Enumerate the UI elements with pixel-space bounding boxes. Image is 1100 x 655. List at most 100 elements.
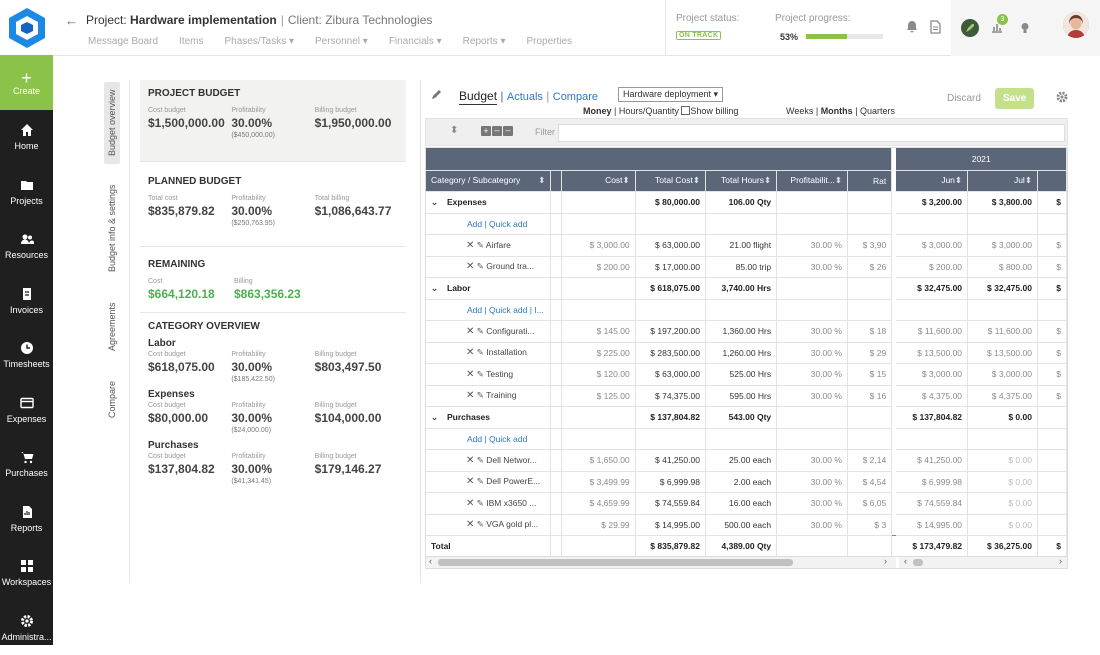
table-cell[interactable]: 1,260.00 Hrs — [705, 342, 776, 364]
table-cell[interactable]: $ 197,200.00 — [635, 321, 705, 343]
item-cell[interactable]: ✕ ✎ VGA gold pl... — [426, 514, 551, 536]
table-cell[interactable]: $ 26 — [847, 256, 891, 278]
horizontal-scrollbar[interactable]: ‹ › ‹ › — [425, 556, 1068, 569]
vtab-budget-overview[interactable]: Budget overview — [104, 82, 120, 164]
tab-budget[interactable]: Budget — [459, 89, 497, 105]
table-cell[interactable]: 30.00 % — [777, 256, 848, 278]
col-header[interactable]: Total Cost ⬍ — [635, 170, 705, 192]
pencil-icon[interactable]: ✎ — [477, 347, 484, 357]
mode-hours-quantity[interactable]: Hours/Quantity — [619, 106, 679, 116]
table-cell[interactable]: $ 63,000.00 — [635, 364, 705, 386]
table-cell[interactable]: 543.00 Qty — [705, 407, 776, 429]
avatar[interactable] — [1063, 12, 1089, 38]
table-cell[interactable]: $ 63,000.00 — [635, 235, 705, 257]
vtab-budget-info-settings[interactable]: Budget info & settings — [104, 178, 120, 278]
col-header-category[interactable]: Category / Subcategory⬍ — [426, 170, 551, 192]
sort-icon[interactable]: ⬍ — [955, 175, 962, 186]
table-cell[interactable]: 85.00 trip — [705, 256, 776, 278]
table-cell[interactable]: $ 3,800.00 — [968, 192, 1038, 214]
close-icon[interactable]: ✕ — [466, 519, 474, 530]
table-cell[interactable]: $ 225.00 — [562, 342, 635, 364]
table-cell[interactable]: 30.00 % — [777, 471, 848, 493]
phase-select[interactable]: Hardware deployment ▾ — [618, 87, 723, 102]
table-cell[interactable]: $ 3,499.99 — [562, 471, 635, 493]
col-header[interactable]: Total Hours ⬍ — [705, 170, 776, 192]
expand-all-icon[interactable]: + — [481, 126, 491, 136]
table-cell[interactable] — [777, 407, 848, 429]
table-cell[interactable]: $ — [1037, 364, 1066, 386]
table-cell[interactable]: $ 18 — [847, 321, 891, 343]
pencil-icon[interactable] — [431, 88, 443, 100]
table-cell[interactable]: $ 3,90 — [847, 235, 891, 257]
table-cell[interactable] — [847, 407, 891, 429]
pencil-icon[interactable]: ✎ — [477, 455, 484, 465]
chevron-down-icon[interactable]: ⌄ — [431, 283, 447, 294]
close-icon[interactable]: ✕ — [466, 390, 474, 401]
table-cell[interactable] — [777, 192, 848, 214]
nav-item-home[interactable]: Home — [0, 110, 53, 165]
col-header-month[interactable]: Jun ⬍ — [896, 170, 967, 192]
pencil-icon[interactable]: ✎ — [477, 240, 484, 250]
table-cell[interactable]: $ 200.00 — [896, 256, 967, 278]
table-cell[interactable]: 21.00 flight — [705, 235, 776, 257]
table-cell[interactable]: $ 74,375.00 — [635, 385, 705, 407]
table-cell[interactable]: $ 11,600.00 — [968, 321, 1038, 343]
table-cell[interactable]: 595.00 Hrs — [705, 385, 776, 407]
table-cell[interactable]: $ 835,879.82 — [635, 536, 705, 558]
app-logo[interactable] — [0, 0, 53, 55]
lightbulb-icon[interactable] — [1018, 21, 1032, 35]
table-cell[interactable] — [777, 278, 848, 300]
pencil-icon[interactable]: ✎ — [477, 498, 484, 508]
table-cell[interactable]: $ 80,000.00 — [635, 192, 705, 214]
save-button[interactable]: Save — [995, 88, 1034, 109]
table-cell[interactable]: $ — [1037, 536, 1066, 558]
tab-actuals[interactable]: Actuals — [507, 91, 543, 103]
table-cell[interactable]: $ 74,559.84 — [896, 493, 967, 515]
table-cell[interactable] — [562, 192, 635, 214]
table-cell[interactable]: $ 800.00 — [968, 256, 1038, 278]
sort-icon[interactable]: ⬍ — [764, 175, 771, 186]
rocket-icon[interactable] — [961, 19, 979, 37]
table-cell[interactable]: $ 14,995.00 — [635, 514, 705, 536]
sort-icon[interactable]: ⬍ — [835, 175, 842, 186]
filter-input[interactable] — [558, 124, 1065, 142]
col-header[interactable]: Profitabilit... ⬍ — [777, 170, 848, 192]
table-cell[interactable]: $ 29.99 — [562, 514, 635, 536]
table-cell[interactable]: $ 32,475.00 — [968, 278, 1038, 300]
add-quick-add-link[interactable]: Add | Quick add — [426, 213, 551, 235]
table-cell[interactable]: $ 137,804.82 — [635, 407, 705, 429]
table-cell[interactable]: $ 4,375.00 — [896, 385, 967, 407]
item-cell[interactable]: ✕ ✎ Airfare — [426, 235, 551, 257]
create-button[interactable]: +Create — [0, 55, 53, 110]
table-cell[interactable] — [562, 407, 635, 429]
table-cell[interactable] — [777, 536, 848, 558]
table-cell[interactable]: $ 283,500.00 — [635, 342, 705, 364]
discard-button[interactable]: Discard — [947, 93, 981, 104]
table-cell[interactable]: $ 0.00 — [968, 450, 1038, 472]
pencil-icon[interactable]: ✎ — [477, 390, 484, 400]
table-cell[interactable]: $ 29 — [847, 342, 891, 364]
bell-icon[interactable] — [905, 20, 919, 34]
close-icon[interactable]: ✕ — [466, 498, 474, 509]
table-cell[interactable]: $ — [1037, 385, 1066, 407]
scroll-right-icon[interactable]: › — [884, 556, 887, 566]
table-cell[interactable]: $ 4,54 — [847, 471, 891, 493]
table-cell[interactable]: $ 125.00 — [562, 385, 635, 407]
table-cell[interactable]: $ 3,000.00 — [896, 364, 967, 386]
col-header-month[interactable]: Jul ⬍ — [968, 170, 1038, 192]
table-cell[interactable]: 2.00 each — [705, 471, 776, 493]
tab-compare[interactable]: Compare — [553, 91, 598, 103]
table-cell[interactable] — [847, 278, 891, 300]
table-cell[interactable]: $ 0.00 — [968, 493, 1038, 515]
table-cell[interactable]: $ 74,559.84 — [635, 493, 705, 515]
table-cell[interactable]: $ 0.00 — [968, 407, 1038, 429]
table-cell[interactable]: 30.00 % — [777, 342, 848, 364]
table-cell[interactable]: $ — [1037, 192, 1066, 214]
table-cell[interactable]: 30.00 % — [777, 385, 848, 407]
table-cell[interactable]: 30.00 % — [777, 493, 848, 515]
table-cell[interactable]: 525.00 Hrs — [705, 364, 776, 386]
table-cell[interactable] — [1037, 407, 1066, 429]
period-months[interactable]: Months — [821, 106, 853, 116]
chevron-down-icon[interactable]: ⌄ — [431, 412, 447, 423]
table-cell[interactable]: 106.00 Qty — [705, 192, 776, 214]
